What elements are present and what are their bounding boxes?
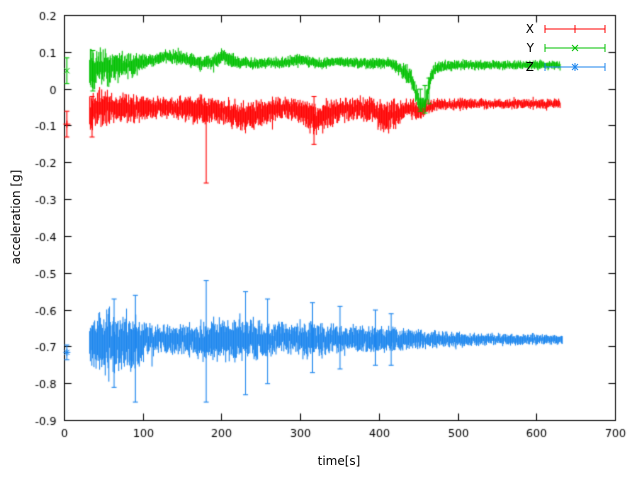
x-axis-title: time[s] [317,454,361,468]
y-axis-title: acceleration [g] [9,169,23,265]
legend-label-z: Z [525,59,534,74]
legend: X Y Z [526,19,607,76]
legend-sample-line-z [543,61,607,73]
legend-item-y: Y [526,38,607,57]
legend-sample-line-x [543,23,607,35]
legend-item-z: Z [526,57,607,76]
legend-label-y: Y [526,40,534,55]
legend-label-x: X [525,21,534,36]
legend-sample-line-y [543,42,607,54]
legend-item-x: X [526,19,607,38]
